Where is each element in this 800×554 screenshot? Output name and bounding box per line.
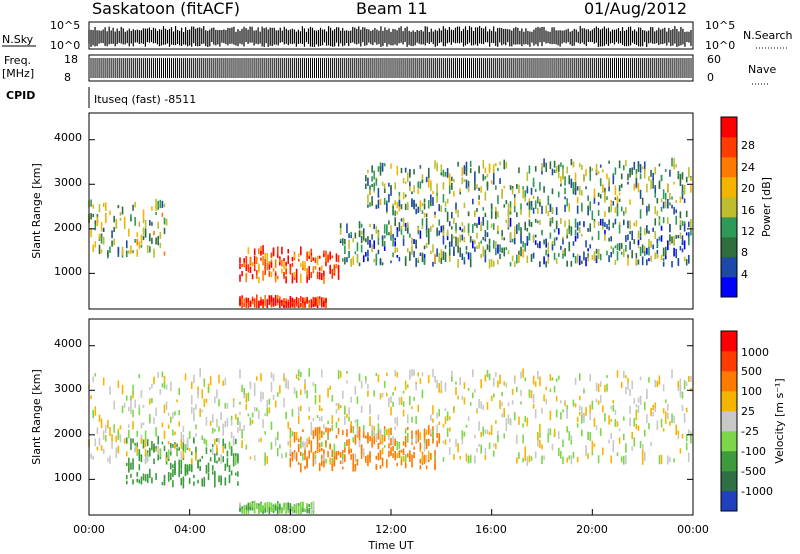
x-tick-label-3: 12:00 (375, 523, 407, 536)
freq-label-line2: [MHz] (2, 67, 34, 80)
beam-title: Beam 11 (356, 0, 428, 18)
colorbar-swatch (721, 137, 737, 158)
velocity-cb-tick-25: 25 (741, 405, 755, 418)
colorbar-swatch (721, 451, 737, 472)
colorbar-swatch (721, 157, 737, 178)
power-y-ticks (89, 139, 693, 274)
power-cb-tick-4: 4 (741, 268, 748, 281)
power-y-tick-3000: 3000 (54, 176, 82, 189)
power-panel: Slant Range [km] 1000 2000 3000 4000 (30, 112, 694, 310)
freq-left-tick-bottom: 8 (64, 71, 71, 84)
station-title: Saskatoon (fitACF) (92, 0, 240, 18)
colorbar-swatch (721, 217, 737, 238)
freq-right-tick-top: 60 (707, 53, 721, 66)
velocity-cb-tick-minus500: -500 (741, 465, 766, 478)
colorbar-swatch (721, 351, 737, 372)
power-y-axis-label: Slant Range [km] (30, 163, 43, 259)
x-tick-label-6: 00:00 (677, 523, 709, 536)
x-tick-label-2: 08:00 (274, 523, 306, 536)
velocity-colorbar-frame (720, 330, 738, 512)
colorbar-swatch (721, 331, 737, 352)
power-cb-tick-28: 28 (741, 139, 755, 152)
date-title: 01/Aug/2012 (584, 0, 687, 18)
power-colorbar-frame (720, 116, 738, 298)
power-cb-tick-20: 20 (741, 182, 755, 195)
velocity-colorbar-blocks (721, 331, 737, 512)
velocity-colorbar: 1000 500 100 25 -25 -100 -500 -1000 Velo… (720, 330, 786, 512)
nsky-trace (88, 26, 692, 47)
power-y-tick-2000: 2000 (54, 221, 82, 234)
power-data-layer (88, 157, 692, 308)
power-colorbar-label: Power [dB] (760, 177, 773, 237)
power-colorbar: 28 24 20 16 12 8 4 Power [dB] (720, 116, 773, 298)
velocity-data-layer (88, 367, 692, 514)
velocity-frame-bg (89, 319, 693, 515)
x-tick-label-1: 04:00 (174, 523, 206, 536)
velocity-cb-tick-100: 100 (741, 385, 762, 398)
power-cb-tick-8: 8 (741, 246, 748, 259)
colorbar-swatch (721, 431, 737, 452)
colorbar-swatch (721, 257, 737, 278)
power-frame-bg (89, 113, 693, 309)
cpid-program: Ituseq (fast) -8511 (94, 93, 196, 106)
colorbar-swatch (721, 411, 737, 432)
power-cb-tick-16: 16 (741, 204, 755, 217)
colorbar-swatch (721, 491, 737, 512)
velocity-cb-tick-500: 500 (741, 365, 762, 378)
freq-trace (88, 58, 692, 78)
power-cb-tick-12: 12 (741, 225, 755, 238)
power-y-tick-1000: 1000 (54, 265, 82, 278)
nsky-right-tick-bottom: 10^0 (705, 39, 735, 52)
velocity-y-tick-4000: 4000 (54, 337, 82, 350)
velocity-y-axis-label: Slant Range [km] (30, 369, 43, 465)
freq-right-tick-bottom: 0 (707, 71, 714, 84)
velocity-cb-tick-minus1000: -1000 (741, 485, 773, 498)
colorbar-swatch (721, 117, 737, 138)
colorbar-swatch (721, 177, 737, 198)
colorbar-swatch (721, 197, 737, 218)
x-tick-label-5: 20:00 (576, 523, 608, 536)
nsky-panel: N.Sky 10^5 10^0 10^5 10^0 N.Search (2, 19, 793, 52)
cpid-label: CPID (6, 89, 35, 102)
colorbar-swatch (721, 237, 737, 258)
nsky-label: N.Sky (2, 33, 34, 46)
power-colorbar-blocks (721, 117, 737, 298)
freq-left-tick-top: 18 (64, 53, 78, 66)
freq-label-line1: Freq. (4, 54, 31, 67)
velocity-y-tick-3000: 3000 (54, 382, 82, 395)
nsky-left-tick-top: 10^5 (50, 19, 80, 32)
nsky-left-tick-bottom: 10^0 (50, 39, 80, 52)
colorbar-swatch (721, 277, 737, 298)
x-axis-label: Time UT (367, 539, 413, 552)
colorbar-swatch (721, 391, 737, 412)
nave-label: Nave (748, 63, 776, 76)
velocity-x-ticks (88, 509, 694, 515)
colorbar-swatch (721, 471, 737, 492)
nsky-right-tick-top: 10^5 (705, 19, 735, 32)
freq-panel: Freq. [MHz] 18 8 60 0 Nave (2, 53, 776, 85)
velocity-cb-tick-1000: 1000 (741, 346, 769, 359)
velocity-y-ticks (89, 345, 693, 480)
x-tick-label-4: 16:00 (475, 523, 507, 536)
velocity-y-tick-2000: 2000 (54, 427, 82, 440)
velocity-colorbar-label: Velocity [m s⁻¹] (773, 378, 786, 463)
velocity-cb-tick-minus100: -100 (741, 445, 766, 458)
power-y-tick-4000: 4000 (54, 131, 82, 144)
power-frame (88, 112, 694, 310)
power-cb-tick-24: 24 (741, 161, 755, 174)
x-tick-label-0: 00:00 (73, 523, 105, 536)
nsearch-label: N.Search (743, 29, 793, 42)
velocity-panel: Slant Range [km] 1000 2000 3000 4000 (30, 318, 694, 516)
colorbar-swatch (721, 371, 737, 392)
velocity-y-tick-1000: 1000 (54, 471, 82, 484)
velocity-cb-tick-minus25: -25 (741, 425, 759, 438)
